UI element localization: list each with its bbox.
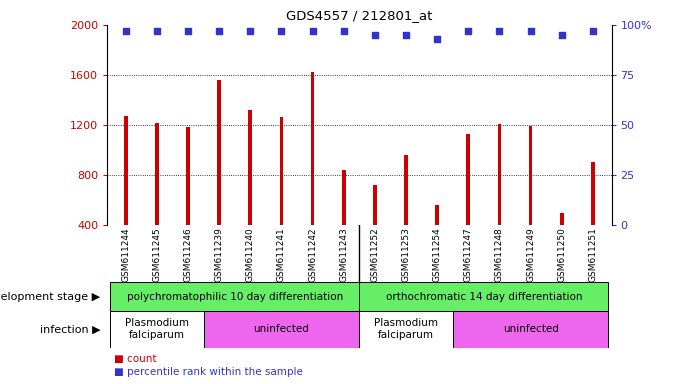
- Text: ■ count: ■ count: [114, 354, 157, 364]
- Point: [370, 32, 381, 38]
- Point: [525, 28, 536, 34]
- Text: Plasmodium
falciparum: Plasmodium falciparum: [125, 318, 189, 340]
- Bar: [359, 311, 453, 348]
- Text: uninfected: uninfected: [254, 324, 310, 334]
- Bar: [186, 127, 190, 225]
- Text: GSM611250: GSM611250: [557, 227, 566, 282]
- Point: [151, 28, 162, 34]
- Text: development stage ▶: development stage ▶: [0, 291, 100, 302]
- Text: GSM611252: GSM611252: [370, 227, 379, 282]
- Point: [214, 28, 225, 34]
- Text: GSM611241: GSM611241: [277, 227, 286, 282]
- Text: Plasmodium
falciparum: Plasmodium falciparum: [374, 318, 438, 340]
- Text: GSM611242: GSM611242: [308, 227, 317, 282]
- Bar: [124, 116, 128, 225]
- Bar: [111, 311, 204, 348]
- Text: GSM611253: GSM611253: [401, 227, 410, 282]
- Text: GSM611244: GSM611244: [122, 227, 131, 282]
- Bar: [453, 311, 608, 348]
- Bar: [466, 134, 470, 225]
- Text: GSM611246: GSM611246: [184, 227, 193, 282]
- Bar: [311, 73, 314, 225]
- Text: orthochromatic 14 day differentiation: orthochromatic 14 day differentiation: [386, 291, 582, 302]
- Text: ■ percentile rank within the sample: ■ percentile rank within the sample: [114, 367, 303, 377]
- Text: GSM611248: GSM611248: [495, 227, 504, 282]
- Bar: [498, 124, 501, 225]
- Point: [307, 28, 318, 34]
- Point: [245, 28, 256, 34]
- Bar: [373, 185, 377, 225]
- Text: GSM611243: GSM611243: [339, 227, 348, 282]
- Bar: [218, 80, 221, 225]
- Point: [463, 28, 474, 34]
- Point: [556, 32, 567, 38]
- Text: GSM611251: GSM611251: [588, 227, 597, 282]
- Text: GSM611239: GSM611239: [215, 227, 224, 282]
- Bar: [204, 311, 359, 348]
- Point: [276, 28, 287, 34]
- Bar: [529, 126, 533, 225]
- Bar: [560, 214, 564, 225]
- Title: GDS4557 / 212801_at: GDS4557 / 212801_at: [286, 9, 433, 22]
- Point: [182, 28, 193, 34]
- Point: [401, 32, 412, 38]
- Point: [587, 28, 598, 34]
- Text: GSM611240: GSM611240: [246, 227, 255, 282]
- Bar: [155, 123, 159, 225]
- Text: GSM611247: GSM611247: [464, 227, 473, 282]
- Point: [338, 28, 349, 34]
- Bar: [342, 170, 346, 225]
- Text: infection ▶: infection ▶: [39, 324, 100, 334]
- Point: [494, 28, 505, 34]
- Bar: [359, 282, 608, 311]
- Text: uninfected: uninfected: [502, 324, 558, 334]
- Text: GSM611254: GSM611254: [433, 227, 442, 282]
- Point: [432, 36, 443, 42]
- Bar: [249, 110, 252, 225]
- Bar: [111, 282, 359, 311]
- Text: polychromatophilic 10 day differentiation: polychromatophilic 10 day differentiatio…: [126, 291, 343, 302]
- Bar: [280, 118, 283, 225]
- Text: GSM611249: GSM611249: [526, 227, 535, 282]
- Bar: [404, 155, 408, 225]
- Bar: [591, 162, 595, 225]
- Point: [120, 28, 131, 34]
- Text: GSM611245: GSM611245: [153, 227, 162, 282]
- Bar: [435, 205, 439, 225]
